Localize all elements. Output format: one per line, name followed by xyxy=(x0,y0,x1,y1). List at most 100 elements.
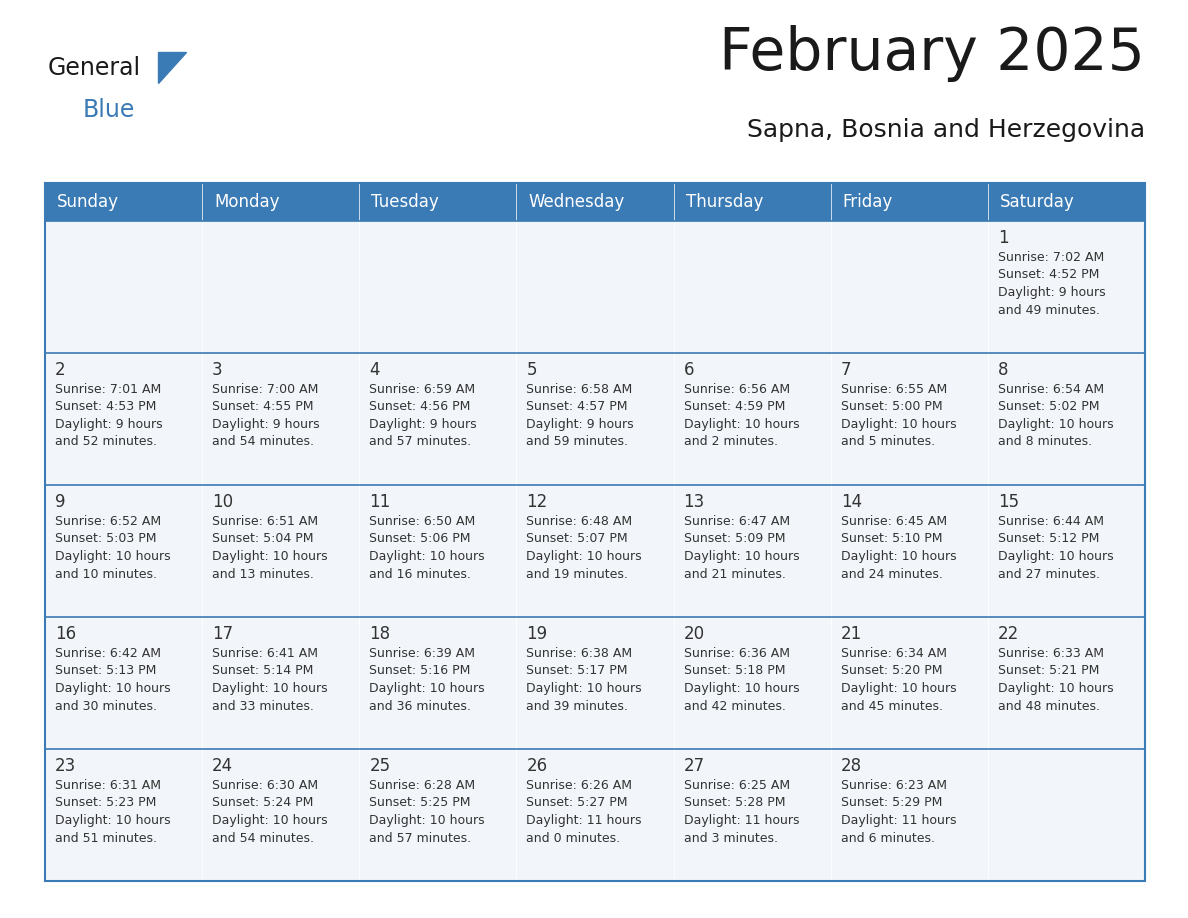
Text: Daylight: 9 hours: Daylight: 9 hours xyxy=(998,286,1106,299)
Bar xyxy=(830,485,988,617)
Text: Sunset: 5:25 PM: Sunset: 5:25 PM xyxy=(369,797,470,810)
Text: 25: 25 xyxy=(369,757,391,775)
Text: and 57 minutes.: and 57 minutes. xyxy=(369,435,472,449)
Text: and 54 minutes.: and 54 minutes. xyxy=(213,832,314,845)
Text: Sunrise: 6:33 AM: Sunrise: 6:33 AM xyxy=(998,647,1104,660)
Bar xyxy=(830,183,988,221)
Text: Sunrise: 6:41 AM: Sunrise: 6:41 AM xyxy=(213,647,318,660)
Text: Sunset: 4:57 PM: Sunset: 4:57 PM xyxy=(526,400,628,413)
Text: Sunset: 5:27 PM: Sunset: 5:27 PM xyxy=(526,797,628,810)
Text: Daylight: 10 hours: Daylight: 10 hours xyxy=(683,682,800,695)
Text: 6: 6 xyxy=(683,361,694,379)
Text: Sunset: 5:24 PM: Sunset: 5:24 PM xyxy=(213,797,314,810)
Text: and 52 minutes.: and 52 minutes. xyxy=(55,435,157,449)
Text: 13: 13 xyxy=(683,493,704,511)
Bar xyxy=(202,617,359,749)
Text: Sunset: 5:14 PM: Sunset: 5:14 PM xyxy=(213,665,314,677)
Text: Sunrise: 6:48 AM: Sunrise: 6:48 AM xyxy=(526,515,632,528)
Text: and 21 minutes.: and 21 minutes. xyxy=(683,567,785,580)
Bar xyxy=(359,221,517,353)
Text: and 36 minutes.: and 36 minutes. xyxy=(369,700,472,712)
Text: and 3 minutes.: and 3 minutes. xyxy=(683,832,778,845)
Text: Sunset: 5:02 PM: Sunset: 5:02 PM xyxy=(998,400,1099,413)
Text: Daylight: 10 hours: Daylight: 10 hours xyxy=(55,550,171,563)
Text: 8: 8 xyxy=(998,361,1009,379)
Text: and 24 minutes.: and 24 minutes. xyxy=(841,567,942,580)
Text: Sunset: 5:07 PM: Sunset: 5:07 PM xyxy=(526,532,628,545)
Text: Daylight: 10 hours: Daylight: 10 hours xyxy=(841,682,956,695)
Text: 21: 21 xyxy=(841,625,862,643)
Bar xyxy=(517,183,674,221)
Text: Sunset: 5:17 PM: Sunset: 5:17 PM xyxy=(526,665,628,677)
Text: Daylight: 10 hours: Daylight: 10 hours xyxy=(369,814,485,827)
Bar xyxy=(359,617,517,749)
Text: Daylight: 10 hours: Daylight: 10 hours xyxy=(369,550,485,563)
Text: 18: 18 xyxy=(369,625,391,643)
Bar xyxy=(830,617,988,749)
Text: General: General xyxy=(48,56,141,80)
Text: 12: 12 xyxy=(526,493,548,511)
Text: Daylight: 10 hours: Daylight: 10 hours xyxy=(683,550,800,563)
Text: Sunset: 5:28 PM: Sunset: 5:28 PM xyxy=(683,797,785,810)
Text: and 8 minutes.: and 8 minutes. xyxy=(998,435,1092,449)
Text: Sunset: 5:03 PM: Sunset: 5:03 PM xyxy=(55,532,157,545)
Text: Sunset: 5:04 PM: Sunset: 5:04 PM xyxy=(213,532,314,545)
Text: Sunrise: 6:31 AM: Sunrise: 6:31 AM xyxy=(55,779,162,792)
Text: Sunset: 5:16 PM: Sunset: 5:16 PM xyxy=(369,665,470,677)
Text: 14: 14 xyxy=(841,493,861,511)
Text: Sunset: 4:53 PM: Sunset: 4:53 PM xyxy=(55,400,157,413)
Text: 26: 26 xyxy=(526,757,548,775)
Text: and 10 minutes.: and 10 minutes. xyxy=(55,567,157,580)
Text: 23: 23 xyxy=(55,757,76,775)
Bar xyxy=(45,221,202,353)
Bar xyxy=(202,221,359,353)
Text: and 30 minutes.: and 30 minutes. xyxy=(55,700,157,712)
Text: Daylight: 9 hours: Daylight: 9 hours xyxy=(526,418,634,431)
Text: 10: 10 xyxy=(213,493,233,511)
Text: Daylight: 9 hours: Daylight: 9 hours xyxy=(369,418,476,431)
Text: 1: 1 xyxy=(998,229,1009,247)
Bar xyxy=(359,485,517,617)
Text: and 5 minutes.: and 5 minutes. xyxy=(841,435,935,449)
Text: 27: 27 xyxy=(683,757,704,775)
Text: Daylight: 10 hours: Daylight: 10 hours xyxy=(841,550,956,563)
Text: 9: 9 xyxy=(55,493,65,511)
Text: Daylight: 10 hours: Daylight: 10 hours xyxy=(55,682,171,695)
Text: Sunset: 5:20 PM: Sunset: 5:20 PM xyxy=(841,665,942,677)
Text: Sunrise: 6:39 AM: Sunrise: 6:39 AM xyxy=(369,647,475,660)
Text: and 19 minutes.: and 19 minutes. xyxy=(526,567,628,580)
Text: Sunset: 5:10 PM: Sunset: 5:10 PM xyxy=(841,532,942,545)
Bar xyxy=(830,749,988,881)
Text: and 45 minutes.: and 45 minutes. xyxy=(841,700,943,712)
Text: Sunset: 5:09 PM: Sunset: 5:09 PM xyxy=(683,532,785,545)
Text: Sunrise: 7:02 AM: Sunrise: 7:02 AM xyxy=(998,251,1104,264)
Bar xyxy=(830,353,988,485)
Text: Blue: Blue xyxy=(83,98,135,122)
Text: 17: 17 xyxy=(213,625,233,643)
Text: Sunset: 5:23 PM: Sunset: 5:23 PM xyxy=(55,797,157,810)
Text: Daylight: 10 hours: Daylight: 10 hours xyxy=(55,814,171,827)
Text: Sunrise: 6:23 AM: Sunrise: 6:23 AM xyxy=(841,779,947,792)
Bar xyxy=(674,221,830,353)
Text: and 27 minutes.: and 27 minutes. xyxy=(998,567,1100,580)
Text: Daylight: 10 hours: Daylight: 10 hours xyxy=(998,418,1113,431)
Text: Sunrise: 6:54 AM: Sunrise: 6:54 AM xyxy=(998,383,1104,396)
Text: Sunset: 4:59 PM: Sunset: 4:59 PM xyxy=(683,400,785,413)
Bar xyxy=(202,353,359,485)
Text: Sunrise: 6:44 AM: Sunrise: 6:44 AM xyxy=(998,515,1104,528)
Text: Daylight: 10 hours: Daylight: 10 hours xyxy=(841,418,956,431)
Bar xyxy=(674,485,830,617)
Text: Sunset: 5:00 PM: Sunset: 5:00 PM xyxy=(841,400,942,413)
Text: Sunrise: 6:56 AM: Sunrise: 6:56 AM xyxy=(683,383,790,396)
Text: Daylight: 9 hours: Daylight: 9 hours xyxy=(213,418,320,431)
Text: Sunrise: 6:52 AM: Sunrise: 6:52 AM xyxy=(55,515,162,528)
Bar xyxy=(674,617,830,749)
Text: Sunset: 4:56 PM: Sunset: 4:56 PM xyxy=(369,400,470,413)
Bar xyxy=(202,749,359,881)
Text: Sunset: 4:55 PM: Sunset: 4:55 PM xyxy=(213,400,314,413)
Text: and 59 minutes.: and 59 minutes. xyxy=(526,435,628,449)
Text: 20: 20 xyxy=(683,625,704,643)
Bar xyxy=(988,485,1145,617)
Text: Daylight: 9 hours: Daylight: 9 hours xyxy=(55,418,163,431)
Text: Tuesday: Tuesday xyxy=(372,193,440,211)
